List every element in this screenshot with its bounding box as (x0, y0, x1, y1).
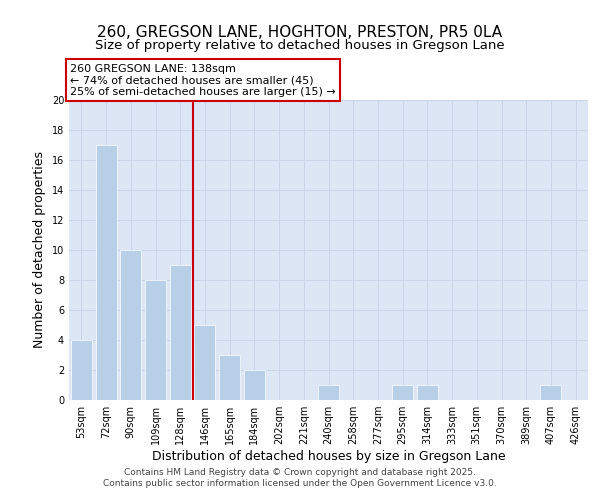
Bar (120, 250, 141, 400)
Bar (219, 355, 240, 400)
Bar (170, 265, 191, 400)
X-axis label: Distribution of detached houses by size in Gregson Lane: Distribution of detached houses by size … (152, 450, 505, 463)
Bar (392, 385, 413, 400)
Bar (194, 325, 215, 400)
Text: 260 GREGSON LANE: 138sqm
← 74% of detached houses are smaller (45)
25% of semi-d: 260 GREGSON LANE: 138sqm ← 74% of detach… (70, 64, 336, 97)
Bar (145, 280, 166, 400)
Text: 260, GREGSON LANE, HOGHTON, PRESTON, PR5 0LA: 260, GREGSON LANE, HOGHTON, PRESTON, PR5… (97, 25, 503, 40)
Text: Size of property relative to detached houses in Gregson Lane: Size of property relative to detached ho… (95, 38, 505, 52)
Y-axis label: Number of detached properties: Number of detached properties (33, 152, 46, 348)
Bar (318, 385, 339, 400)
Text: Contains HM Land Registry data © Crown copyright and database right 2025.
Contai: Contains HM Land Registry data © Crown c… (103, 468, 497, 487)
Bar (541, 385, 562, 400)
Bar (95, 145, 116, 400)
Bar (71, 340, 92, 400)
Bar (417, 385, 438, 400)
Bar (244, 370, 265, 400)
